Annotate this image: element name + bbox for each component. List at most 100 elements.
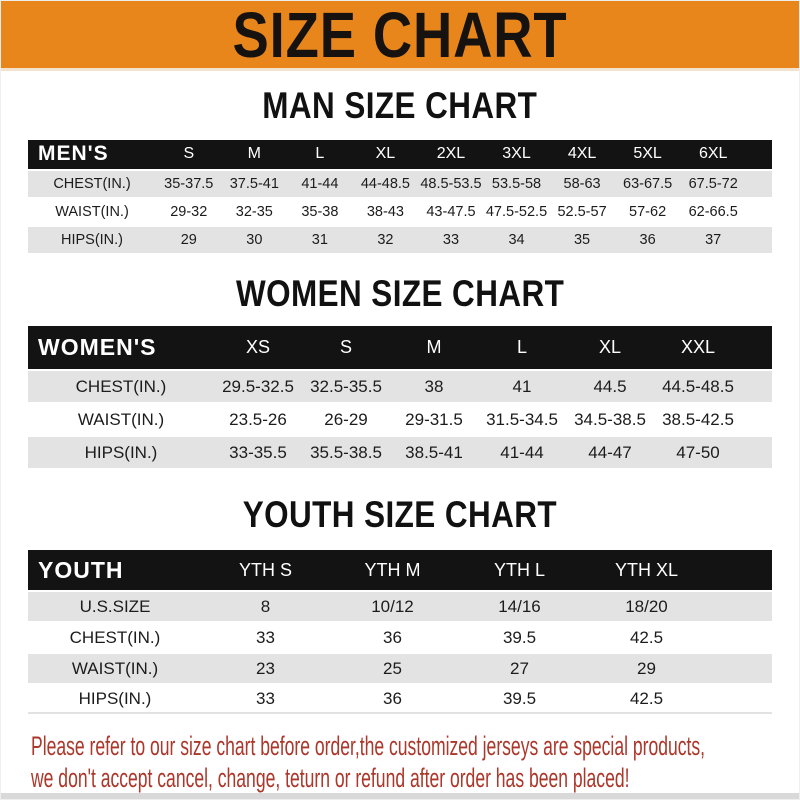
header-spacer	[742, 326, 772, 369]
column-header: YTH S	[238, 559, 292, 580]
column-header: 2XL	[436, 145, 466, 163]
size-cell: 8	[260, 596, 271, 616]
size-cell: 57-62	[629, 203, 667, 220]
row-spacer	[710, 685, 772, 715]
size-cell: 32.5-35.5	[310, 376, 382, 396]
size-cell: 38	[424, 376, 444, 396]
column-header: M	[247, 145, 261, 163]
size-cell: 37.5-41	[229, 175, 279, 192]
size-cell: 37	[705, 231, 722, 248]
size-cell: 58-63	[563, 175, 601, 192]
youth-size-table: YOUTH YTH S YTH M YTH L YTH XL U.S.SIZE 8 10/12…	[28, 548, 772, 716]
size-cell: 29	[637, 658, 656, 678]
column-header: 3XL	[502, 145, 531, 163]
size-cell: 33	[202, 685, 329, 715]
size-cell: 35	[573, 231, 591, 248]
size-cell: 47.5-52.5	[485, 203, 548, 220]
size-cell: 29	[180, 231, 197, 248]
row-label: CHEST(IN.)	[53, 175, 131, 192]
column-header: YTH M	[364, 559, 421, 580]
size-chart-banner: SIZE CHART	[1, 1, 799, 71]
column-header: XL	[598, 337, 622, 358]
size-cell: 44.5	[593, 376, 627, 396]
table-group-label: WOMEN'S	[38, 334, 157, 361]
table-row: CHEST(IN.) 35-37.5 37.5-41 41-44 44-48.5 48.5…	[28, 170, 772, 197]
table-group-label: MEN'S	[38, 142, 109, 166]
column-header: YTH L	[493, 559, 545, 580]
column-header: XXL	[680, 337, 716, 358]
row-label: U.S.SIZE	[79, 596, 151, 616]
table-row: HIPS(IN.) 33-35.5 35.5-38.5 38.5-41 41-44 44-…	[28, 437, 772, 469]
row-label: WAIST(IN.)	[71, 658, 159, 678]
size-cell: 29-32	[170, 203, 208, 220]
women-size-table: WOMEN'S XS S M L XL XXL CHEST(IN.) 29.5-32.5 32.5…	[28, 324, 772, 470]
size-cell: 29-31.5	[405, 409, 463, 429]
row-spacer	[746, 199, 772, 225]
size-cell: 39.5	[502, 627, 537, 647]
size-cell: 62-66.5	[688, 203, 738, 220]
row-spacer	[742, 437, 772, 468]
size-cell: 33	[256, 627, 275, 647]
size-cell: 42.5	[583, 685, 710, 715]
size-cell: 31.5-34.5	[486, 409, 558, 429]
header-row: YOUTH YTH S YTH M YTH L YTH XL	[28, 550, 772, 591]
column-header: 6XL	[698, 145, 728, 163]
size-cell: 48.5-53.5	[420, 175, 482, 192]
row-label: WAIST(IN.)	[77, 409, 165, 429]
size-cell: 44.5-48.5	[662, 376, 734, 396]
size-cell: 26-29	[324, 409, 368, 429]
youth-section-heading-text: YOUTH SIZE CHART	[242, 494, 558, 536]
column-header: 4XL	[567, 145, 597, 163]
column-header: 5XL	[633, 145, 662, 163]
size-cell: 44-47	[588, 442, 632, 462]
size-cell: 36	[329, 685, 456, 715]
size-cell: 41	[512, 376, 532, 396]
table-row: CHEST(IN.) 33 36 39.5 42.5	[28, 623, 772, 653]
size-cell: 47-50	[676, 442, 720, 462]
size-cell: 42.5	[629, 627, 664, 647]
row-label: HIPS(IN.)	[28, 685, 202, 715]
size-cell: 18/20	[625, 596, 668, 616]
column-header: M	[426, 337, 442, 358]
row-spacer	[746, 227, 772, 253]
header-spacer	[710, 550, 772, 590]
youth-section-heading: YOUTH SIZE CHART	[1, 495, 799, 536]
women-section-heading-text: WOMEN SIZE CHART	[235, 272, 565, 314]
size-cell: 52.5-57	[557, 203, 607, 220]
row-spacer	[710, 623, 772, 652]
size-cell: 34	[508, 231, 525, 248]
column-header: S	[339, 337, 352, 358]
size-cell: 36	[383, 627, 402, 647]
table-row: CHEST(IN.) 29.5-32.5 32.5-35.5 38 41 44.5 44.5…	[28, 371, 772, 403]
column-header: XS	[245, 337, 270, 358]
bottom-edge-strip	[1, 793, 799, 799]
size-cell: 32-35	[235, 203, 273, 220]
row-spacer	[710, 592, 772, 621]
header-spacer	[746, 140, 772, 169]
size-cell: 36	[639, 231, 656, 248]
size-cell: 41-44	[301, 175, 339, 192]
size-cell: 35.5-38.5	[310, 442, 382, 462]
size-cell: 14/16	[498, 596, 541, 616]
size-cell: 25	[383, 658, 402, 678]
row-spacer	[746, 171, 772, 197]
header-row: MEN'S S M L XL 2XL 3XL 4XL 5XL 6XL	[28, 139, 772, 169]
row-spacer	[710, 654, 772, 683]
size-cell: 23	[256, 658, 275, 678]
column-header: XL	[375, 145, 396, 163]
size-cell: 43-47.5	[426, 203, 476, 220]
table-row: WAIST(IN.) 23.5-26 26-29 29-31.5 31.5-34.5 34…	[28, 404, 772, 436]
column-header: YTH XL	[614, 559, 679, 580]
column-header: L	[516, 337, 527, 358]
size-cell: 31	[311, 231, 328, 248]
row-spacer	[742, 404, 772, 435]
table-row: HIPS(IN.) 29 30 31 32 33 34 35 36 37	[28, 226, 772, 253]
column-header: S	[183, 145, 195, 163]
table-row: HIPS(IN.) 33 36 39.5 42.5	[28, 685, 772, 715]
men-size-table: MEN'S S M L XL 2XL 3XL 4XL 5XL 6XL CHEST(IN.) 35-37…	[28, 138, 772, 255]
row-label: HIPS(IN.)	[60, 231, 124, 248]
size-cell: 53.5-58	[491, 175, 542, 192]
size-cell: 33	[442, 231, 460, 248]
size-cell: 10/12	[371, 596, 414, 616]
size-cell: 29.5-32.5	[222, 376, 294, 396]
